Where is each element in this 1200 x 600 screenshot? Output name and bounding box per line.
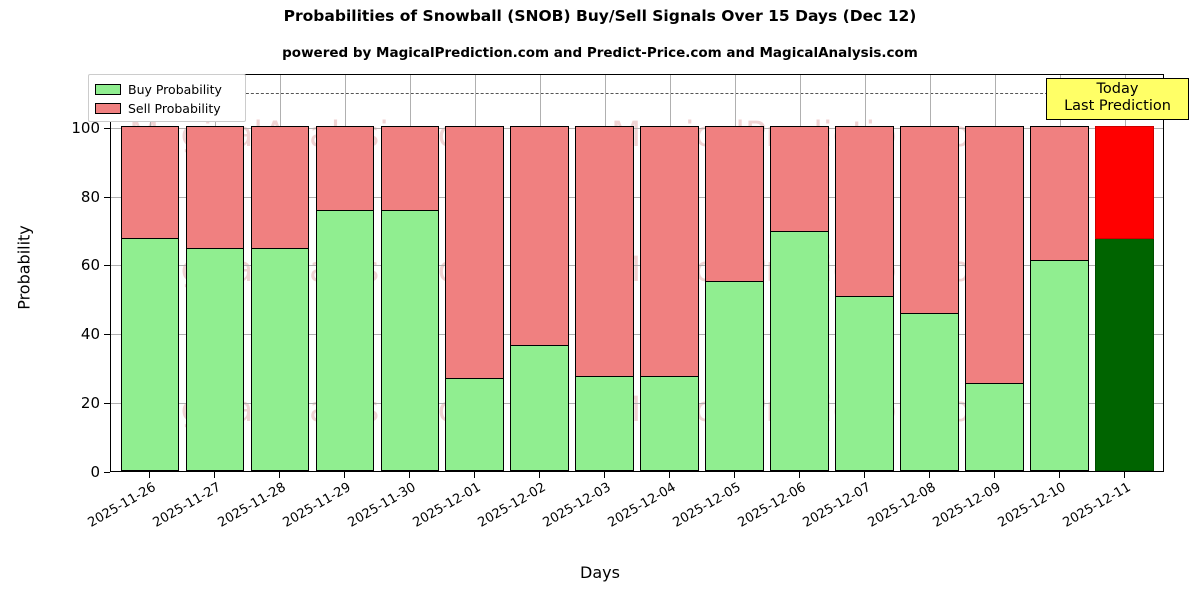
x-axis-tick-mark <box>604 472 605 478</box>
y-axis-tick-mark <box>104 472 110 473</box>
bar-2025-12-09[interactable] <box>965 75 1025 471</box>
x-axis-tick-mark <box>1059 472 1060 478</box>
bar-2025-12-04[interactable] <box>640 75 700 471</box>
bar-segment-buy[interactable] <box>1095 237 1155 471</box>
bar-segment-sell[interactable] <box>770 125 830 232</box>
y-axis-tick-label: 40 <box>80 325 100 344</box>
y-axis-tick-mark <box>104 196 110 198</box>
bar-2025-12-01[interactable] <box>445 75 505 471</box>
bar-segment-sell[interactable] <box>250 125 310 249</box>
bar-segment-sell[interactable] <box>965 125 1025 384</box>
chart-legend: Buy Probability Sell Probability <box>88 74 246 122</box>
bar-segment-buy[interactable] <box>315 210 375 471</box>
legend-item-buy: Buy Probability <box>95 80 239 99</box>
x-axis-label: Days <box>580 563 620 582</box>
bar-segment-buy[interactable] <box>380 210 440 471</box>
y-axis-tick-mark <box>104 265 110 267</box>
bar-segment-buy[interactable] <box>445 377 505 471</box>
bar-2025-11-26[interactable] <box>120 75 180 471</box>
bar-segment-sell[interactable] <box>835 125 895 298</box>
x-axis-tick-mark <box>344 472 345 478</box>
y-axis-tick-label: 80 <box>80 187 100 206</box>
bar-segment-sell[interactable] <box>380 125 440 211</box>
y-axis-tick-label: 100 <box>71 118 100 137</box>
bar-segment-buy[interactable] <box>250 247 310 471</box>
bar-segment-sell[interactable] <box>185 125 245 249</box>
bar-segment-buy[interactable] <box>120 237 180 471</box>
plot-inner: MagicalAnalysis.comMagicalPrediction.com… <box>111 75 1163 471</box>
bar-segment-buy[interactable] <box>770 231 830 471</box>
x-axis-tick-mark <box>214 472 215 478</box>
x-axis-tick-mark <box>149 472 150 478</box>
today-annotation-line1: Today <box>1096 81 1139 97</box>
gridline-horizontal <box>111 196 1163 198</box>
bar-segment-buy[interactable] <box>900 312 960 471</box>
bar-2025-11-28[interactable] <box>250 75 310 471</box>
bar-segment-sell[interactable] <box>575 125 635 377</box>
bar-2025-12-10[interactable] <box>1030 75 1090 471</box>
bar-segment-buy[interactable] <box>1030 259 1090 471</box>
bar-segment-sell[interactable] <box>900 125 960 314</box>
bar-2025-11-29[interactable] <box>315 75 375 471</box>
legend-label-sell: Sell Probability <box>128 101 221 116</box>
bar-2025-12-03[interactable] <box>575 75 635 471</box>
y-axis-label: Probability <box>14 225 34 310</box>
reference-line <box>111 93 1163 95</box>
bar-segment-sell[interactable] <box>705 125 765 283</box>
y-axis-tick-label: 0 <box>90 463 100 481</box>
x-axis-tick-mark <box>864 472 865 478</box>
x-axis-tick-mark <box>474 472 475 478</box>
bar-segment-buy[interactable] <box>640 375 700 471</box>
legend-swatch-buy-icon <box>95 84 121 95</box>
bar-segment-sell[interactable] <box>315 125 375 211</box>
bar-segment-sell[interactable] <box>510 125 570 347</box>
plot-area: MagicalAnalysis.comMagicalPrediction.com… <box>110 74 1164 472</box>
y-axis-tick-mark <box>104 403 110 405</box>
bar-2025-12-06[interactable] <box>770 75 830 471</box>
bar-2025-11-27[interactable] <box>185 75 245 471</box>
bar-segment-sell[interactable] <box>120 125 180 239</box>
y-axis-tick-mark <box>104 127 110 129</box>
gridline-horizontal <box>111 403 1163 405</box>
y-axis-tick-label: 20 <box>80 394 100 413</box>
gridline-horizontal <box>111 265 1163 267</box>
chart-subtitle: powered by MagicalPrediction.com and Pre… <box>282 45 918 61</box>
x-axis-tick-mark <box>669 472 670 478</box>
today-annotation: Today Last Prediction <box>1046 78 1189 121</box>
bar-segment-buy[interactable] <box>835 296 895 471</box>
x-axis-tick-mark <box>929 472 930 478</box>
chart-title: Probabilities of Snowball (SNOB) Buy/Sel… <box>283 7 917 25</box>
gridline-horizontal <box>111 334 1163 336</box>
x-axis-tick-mark <box>539 472 540 478</box>
legend-swatch-sell-icon <box>95 103 121 114</box>
today-annotation-line2: Last Prediction <box>1064 98 1171 115</box>
bar-2025-11-30[interactable] <box>380 75 440 471</box>
gridline-horizontal <box>111 127 1163 129</box>
bar-2025-12-08[interactable] <box>900 75 960 471</box>
bar-2025-12-07[interactable] <box>835 75 895 471</box>
bar-2025-12-02[interactable] <box>510 75 570 471</box>
legend-item-sell: Sell Probability <box>95 99 239 118</box>
legend-label-buy: Buy Probability <box>128 82 222 97</box>
x-axis-tick-mark <box>1124 472 1125 478</box>
y-axis-tick-mark <box>104 334 110 336</box>
bar-segment-sell[interactable] <box>1095 125 1155 239</box>
bar-segment-buy[interactable] <box>965 382 1025 471</box>
bar-segment-buy[interactable] <box>705 281 765 471</box>
x-axis-tick-mark <box>734 472 735 478</box>
bar-segment-sell[interactable] <box>445 125 505 379</box>
bar-segment-buy[interactable] <box>510 345 570 471</box>
x-axis-tick-mark <box>799 472 800 478</box>
bar-segment-buy[interactable] <box>185 247 245 471</box>
x-axis-tick-mark <box>994 472 995 478</box>
bar-2025-12-11[interactable] <box>1095 75 1155 471</box>
bar-segment-sell[interactable] <box>640 125 700 377</box>
x-axis-tick-mark <box>409 472 410 478</box>
y-axis-tick-label: 60 <box>80 256 100 275</box>
x-axis-tick-mark <box>279 472 280 478</box>
bar-segment-sell[interactable] <box>1030 125 1090 261</box>
bar-2025-12-05[interactable] <box>705 75 765 471</box>
bar-segment-buy[interactable] <box>575 375 635 471</box>
